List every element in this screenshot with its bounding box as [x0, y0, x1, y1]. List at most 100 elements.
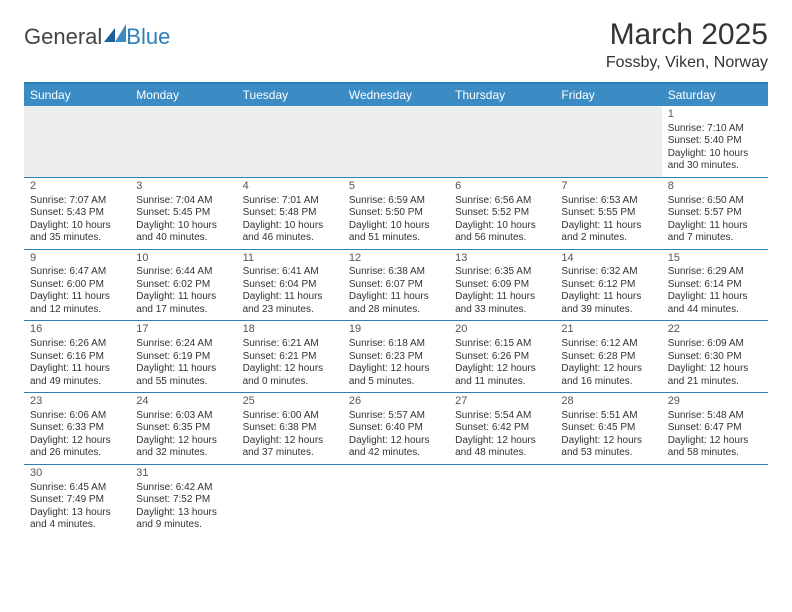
day-number: 3: [136, 180, 230, 194]
daylight-line2: and 5 minutes.: [349, 376, 443, 389]
daylight-line1: Daylight: 12 hours: [243, 363, 337, 376]
day-number: 13: [455, 252, 549, 266]
sunset-text: Sunset: 6:28 PM: [561, 351, 655, 364]
page-header: GeneralBlue March 2025 Fossby, Viken, No…: [24, 18, 768, 72]
daylight-line1: Daylight: 11 hours: [30, 363, 124, 376]
sunrise-text: Sunrise: 6:45 AM: [30, 482, 124, 495]
daylight-line1: Daylight: 12 hours: [30, 435, 124, 448]
daylight-line2: and 16 minutes.: [561, 376, 655, 389]
sunrise-text: Sunrise: 6:12 AM: [561, 338, 655, 351]
calendar-cell: 27Sunrise: 5:54 AMSunset: 6:42 PMDayligh…: [449, 393, 555, 464]
calendar-cell: 15Sunrise: 6:29 AMSunset: 6:14 PMDayligh…: [662, 250, 768, 321]
sunset-text: Sunset: 6:40 PM: [349, 422, 443, 435]
daylight-line2: and 28 minutes.: [349, 304, 443, 317]
daylight-line2: and 7 minutes.: [668, 232, 762, 245]
daylight-line2: and 33 minutes.: [455, 304, 549, 317]
sunset-text: Sunset: 6:42 PM: [455, 422, 549, 435]
daylight-line1: Daylight: 11 hours: [30, 291, 124, 304]
week-row: 9Sunrise: 6:47 AMSunset: 6:00 PMDaylight…: [24, 250, 768, 322]
daylight-line1: Daylight: 12 hours: [455, 435, 549, 448]
daylight-line1: Daylight: 11 hours: [243, 291, 337, 304]
sunset-text: Sunset: 6:16 PM: [30, 351, 124, 364]
daylight-line2: and 0 minutes.: [243, 376, 337, 389]
calendar-cell: [449, 465, 555, 536]
logo-text-2: Blue: [126, 24, 170, 50]
daylight-line2: and 44 minutes.: [668, 304, 762, 317]
sunrise-text: Sunrise: 6:18 AM: [349, 338, 443, 351]
calendar-cell: [662, 465, 768, 536]
sunrise-text: Sunrise: 6:29 AM: [668, 266, 762, 279]
sunrise-text: Sunrise: 6:26 AM: [30, 338, 124, 351]
daylight-line2: and 12 minutes.: [30, 304, 124, 317]
sunset-text: Sunset: 5:40 PM: [668, 135, 762, 148]
logo-text-1: General: [24, 24, 102, 50]
daylight-line1: Daylight: 12 hours: [668, 363, 762, 376]
sunset-text: Sunset: 5:52 PM: [455, 207, 549, 220]
sunrise-text: Sunrise: 6:44 AM: [136, 266, 230, 279]
daylight-line2: and 37 minutes.: [243, 447, 337, 460]
daylight-line2: and 2 minutes.: [561, 232, 655, 245]
calendar-cell: 7Sunrise: 6:53 AMSunset: 5:55 PMDaylight…: [555, 178, 661, 249]
calendar-cell: 19Sunrise: 6:18 AMSunset: 6:23 PMDayligh…: [343, 321, 449, 392]
day-header: Tuesday: [237, 84, 343, 106]
daylight-line1: Daylight: 13 hours: [30, 507, 124, 520]
day-number: 27: [455, 395, 549, 409]
day-number: 29: [668, 395, 762, 409]
day-number: 6: [455, 180, 549, 194]
sunset-text: Sunset: 6:45 PM: [561, 422, 655, 435]
sunrise-text: Sunrise: 5:57 AM: [349, 410, 443, 423]
sunset-text: Sunset: 6:04 PM: [243, 279, 337, 292]
daylight-line2: and 21 minutes.: [668, 376, 762, 389]
day-number: 8: [668, 180, 762, 194]
calendar: SundayMondayTuesdayWednesdayThursdayFrid…: [24, 82, 768, 536]
daylight-line2: and 51 minutes.: [349, 232, 443, 245]
sunset-text: Sunset: 5:57 PM: [668, 207, 762, 220]
calendar-cell: [237, 465, 343, 536]
sunrise-text: Sunrise: 6:47 AM: [30, 266, 124, 279]
day-number: 2: [30, 180, 124, 194]
calendar-cell: 18Sunrise: 6:21 AMSunset: 6:21 PMDayligh…: [237, 321, 343, 392]
sunrise-text: Sunrise: 6:24 AM: [136, 338, 230, 351]
daylight-line1: Daylight: 12 hours: [243, 435, 337, 448]
calendar-cell: 24Sunrise: 6:03 AMSunset: 6:35 PMDayligh…: [130, 393, 236, 464]
sunset-text: Sunset: 6:23 PM: [349, 351, 443, 364]
day-number: 15: [668, 252, 762, 266]
day-number: 22: [668, 323, 762, 337]
day-number: 16: [30, 323, 124, 337]
calendar-cell: 17Sunrise: 6:24 AMSunset: 6:19 PMDayligh…: [130, 321, 236, 392]
calendar-cell: [555, 106, 661, 177]
calendar-cell: 28Sunrise: 5:51 AMSunset: 6:45 PMDayligh…: [555, 393, 661, 464]
daylight-line1: Daylight: 10 hours: [668, 148, 762, 161]
daylight-line2: and 11 minutes.: [455, 376, 549, 389]
daylight-line1: Daylight: 12 hours: [349, 435, 443, 448]
day-number: 4: [243, 180, 337, 194]
calendar-cell: 3Sunrise: 7:04 AMSunset: 5:45 PMDaylight…: [130, 178, 236, 249]
sunrise-text: Sunrise: 7:04 AM: [136, 195, 230, 208]
daylight-line2: and 17 minutes.: [136, 304, 230, 317]
day-header: Thursday: [449, 84, 555, 106]
sunrise-text: Sunrise: 5:54 AM: [455, 410, 549, 423]
calendar-cell: 6Sunrise: 6:56 AMSunset: 5:52 PMDaylight…: [449, 178, 555, 249]
day-number: 25: [243, 395, 337, 409]
daylight-line2: and 48 minutes.: [455, 447, 549, 460]
day-header: Friday: [555, 84, 661, 106]
daylight-line1: Daylight: 10 hours: [455, 220, 549, 233]
sunset-text: Sunset: 5:48 PM: [243, 207, 337, 220]
sunrise-text: Sunrise: 7:10 AM: [668, 123, 762, 136]
daylight-line1: Daylight: 11 hours: [349, 291, 443, 304]
day-number: 19: [349, 323, 443, 337]
day-number: 31: [136, 467, 230, 481]
calendar-cell: 4Sunrise: 7:01 AMSunset: 5:48 PMDaylight…: [237, 178, 343, 249]
daylight-line1: Daylight: 12 hours: [561, 363, 655, 376]
sunrise-text: Sunrise: 6:15 AM: [455, 338, 549, 351]
daylight-line1: Daylight: 11 hours: [136, 363, 230, 376]
calendar-cell: 8Sunrise: 6:50 AMSunset: 5:57 PMDaylight…: [662, 178, 768, 249]
weeks-container: 1Sunrise: 7:10 AMSunset: 5:40 PMDaylight…: [24, 106, 768, 536]
calendar-cell: 30Sunrise: 6:45 AMSunset: 7:49 PMDayligh…: [24, 465, 130, 536]
day-number: 7: [561, 180, 655, 194]
daylight-line1: Daylight: 11 hours: [561, 291, 655, 304]
day-number: 5: [349, 180, 443, 194]
day-number: 20: [455, 323, 549, 337]
day-number: 11: [243, 252, 337, 266]
day-number: 17: [136, 323, 230, 337]
